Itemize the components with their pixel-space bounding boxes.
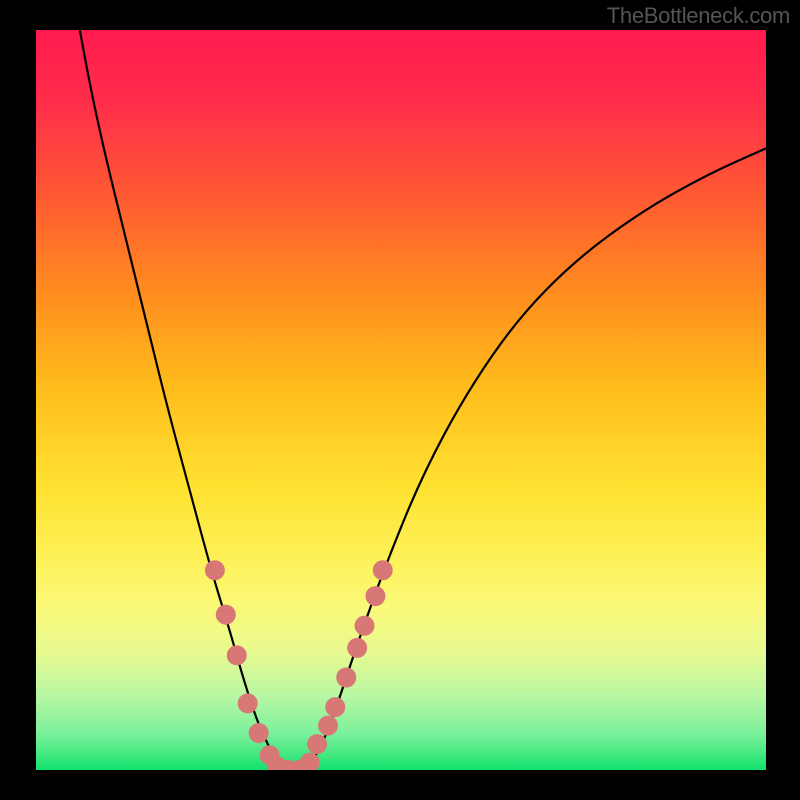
data-marker <box>365 586 385 606</box>
data-marker <box>307 734 327 754</box>
data-marker <box>205 560 225 580</box>
data-marker <box>238 693 258 713</box>
data-marker <box>227 645 247 665</box>
data-marker <box>373 560 393 580</box>
chart-background-gradient <box>36 30 766 770</box>
bottleneck-chart <box>36 30 766 770</box>
data-marker <box>325 697 345 717</box>
data-marker <box>347 638 367 658</box>
watermark-text: TheBottleneck.com <box>607 3 790 29</box>
data-marker <box>216 605 236 625</box>
data-marker <box>318 716 338 736</box>
data-marker <box>336 668 356 688</box>
data-marker <box>355 616 375 636</box>
data-marker <box>249 723 269 743</box>
chart-svg <box>36 30 766 770</box>
